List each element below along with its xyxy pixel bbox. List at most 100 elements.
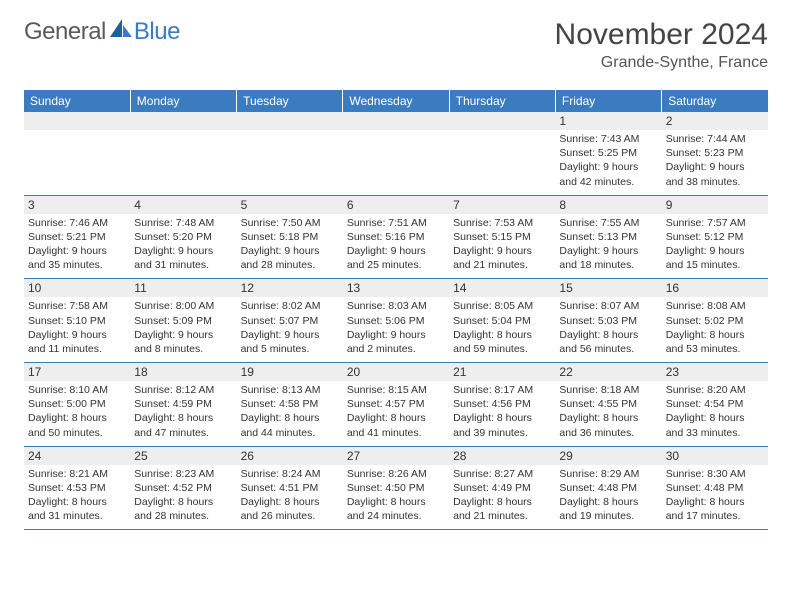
day-header: Tuesday <box>237 90 343 112</box>
calendar-cell: 25Sunrise: 8:23 AMSunset: 4:52 PMDayligh… <box>130 446 236 530</box>
day-info: Sunrise: 7:51 AMSunset: 5:16 PMDaylight:… <box>343 214 449 279</box>
day-number: 30 <box>662 447 768 465</box>
sunset-text: Sunset: 5:21 PM <box>28 230 126 244</box>
day-number: 26 <box>237 447 343 465</box>
sunset-text: Sunset: 5:15 PM <box>453 230 551 244</box>
day-number: 14 <box>449 279 555 297</box>
day-info: Sunrise: 8:12 AMSunset: 4:59 PMDaylight:… <box>130 381 236 446</box>
daylight-text: Daylight: 8 hours and 39 minutes. <box>453 411 551 439</box>
calendar-cell: 12Sunrise: 8:02 AMSunset: 5:07 PMDayligh… <box>237 279 343 363</box>
sunset-text: Sunset: 4:57 PM <box>347 397 445 411</box>
sunset-text: Sunset: 5:25 PM <box>559 146 657 160</box>
calendar-cell: 24Sunrise: 8:21 AMSunset: 4:53 PMDayligh… <box>24 446 130 530</box>
daylight-text: Daylight: 9 hours and 8 minutes. <box>134 328 232 356</box>
daylight-text: Daylight: 9 hours and 38 minutes. <box>666 160 764 188</box>
daylight-text: Daylight: 8 hours and 36 minutes. <box>559 411 657 439</box>
month-title: November 2024 <box>555 18 768 52</box>
day-number: 8 <box>555 196 661 214</box>
daylight-text: Daylight: 8 hours and 21 minutes. <box>453 495 551 523</box>
day-info: Sunrise: 8:15 AMSunset: 4:57 PMDaylight:… <box>343 381 449 446</box>
day-number: 16 <box>662 279 768 297</box>
sunrise-text: Sunrise: 8:20 AM <box>666 383 764 397</box>
calendar-cell: 1Sunrise: 7:43 AMSunset: 5:25 PMDaylight… <box>555 112 661 195</box>
sunset-text: Sunset: 4:54 PM <box>666 397 764 411</box>
sunset-text: Sunset: 5:20 PM <box>134 230 232 244</box>
calendar-cell: 17Sunrise: 8:10 AMSunset: 5:00 PMDayligh… <box>24 363 130 447</box>
sunrise-text: Sunrise: 8:24 AM <box>241 467 339 481</box>
brand-logo: General Blue <box>24 18 180 46</box>
sunrise-text: Sunrise: 8:15 AM <box>347 383 445 397</box>
daylight-text: Daylight: 8 hours and 19 minutes. <box>559 495 657 523</box>
sunrise-text: Sunrise: 8:00 AM <box>134 299 232 313</box>
sunset-text: Sunset: 4:51 PM <box>241 481 339 495</box>
sunset-text: Sunset: 5:07 PM <box>241 314 339 328</box>
calendar-cell: 29Sunrise: 8:29 AMSunset: 4:48 PMDayligh… <box>555 446 661 530</box>
daylight-text: Daylight: 9 hours and 31 minutes. <box>134 244 232 272</box>
day-number: 27 <box>343 447 449 465</box>
sunrise-text: Sunrise: 7:55 AM <box>559 216 657 230</box>
day-number: 12 <box>237 279 343 297</box>
sunrise-text: Sunrise: 8:27 AM <box>453 467 551 481</box>
day-header: Wednesday <box>343 90 449 112</box>
sunset-text: Sunset: 5:09 PM <box>134 314 232 328</box>
daylight-text: Daylight: 9 hours and 25 minutes. <box>347 244 445 272</box>
day-number: 18 <box>130 363 236 381</box>
sunset-text: Sunset: 5:13 PM <box>559 230 657 244</box>
day-number: 6 <box>343 196 449 214</box>
day-header: Thursday <box>449 90 555 112</box>
sunrise-text: Sunrise: 7:50 AM <box>241 216 339 230</box>
daylight-text: Daylight: 8 hours and 33 minutes. <box>666 411 764 439</box>
sunset-text: Sunset: 4:48 PM <box>559 481 657 495</box>
sunrise-text: Sunrise: 7:43 AM <box>559 132 657 146</box>
daylight-text: Daylight: 8 hours and 47 minutes. <box>134 411 232 439</box>
day-info: Sunrise: 8:30 AMSunset: 4:48 PMDaylight:… <box>662 465 768 530</box>
day-info: Sunrise: 8:26 AMSunset: 4:50 PMDaylight:… <box>343 465 449 530</box>
calendar-cell: 23 Sunrise: 8:20 AMSunset: 4:54 PMDayligh… <box>662 363 768 447</box>
title-block: November 2024 Grande-Synthe, France <box>555 18 768 72</box>
sunset-text: Sunset: 4:59 PM <box>134 397 232 411</box>
calendar-cell: 5Sunrise: 7:50 AMSunset: 5:18 PMDaylight… <box>237 195 343 279</box>
sunset-text: Sunset: 4:52 PM <box>134 481 232 495</box>
day-info: Sunrise: 8:29 AMSunset: 4:48 PMDaylight:… <box>555 465 661 530</box>
day-info: Sunrise: 8:03 AMSunset: 5:06 PMDaylight:… <box>343 297 449 362</box>
sunset-text: Sunset: 4:56 PM <box>453 397 551 411</box>
sail-icon <box>110 18 132 46</box>
day-info: Sunrise: 7:57 AMSunset: 5:12 PMDaylight:… <box>662 214 768 279</box>
sunset-text: Sunset: 4:50 PM <box>347 481 445 495</box>
day-info: Sunrise: 8:27 AMSunset: 4:49 PMDaylight:… <box>449 465 555 530</box>
day-header: Monday <box>130 90 236 112</box>
daylight-text: Daylight: 9 hours and 5 minutes. <box>241 328 339 356</box>
day-number <box>24 112 130 130</box>
day-number: 15 <box>555 279 661 297</box>
day-info: Sunrise: 7:53 AMSunset: 5:15 PMDaylight:… <box>449 214 555 279</box>
day-number: 23 <box>662 363 768 381</box>
sunrise-text: Sunrise: 8:23 AM <box>134 467 232 481</box>
day-number <box>130 112 236 130</box>
sunrise-text: Sunrise: 7:58 AM <box>28 299 126 313</box>
daylight-text: Daylight: 8 hours and 31 minutes. <box>28 495 126 523</box>
sunset-text: Sunset: 5:10 PM <box>28 314 126 328</box>
sunrise-text: Sunrise: 7:53 AM <box>453 216 551 230</box>
daylight-text: Daylight: 8 hours and 53 minutes. <box>666 328 764 356</box>
day-info: Sunrise: 7:50 AMSunset: 5:18 PMDaylight:… <box>237 214 343 279</box>
sunrise-text: Sunrise: 8:10 AM <box>28 383 126 397</box>
day-info: Sunrise: 8:17 AMSunset: 4:56 PMDaylight:… <box>449 381 555 446</box>
sunset-text: Sunset: 5:04 PM <box>453 314 551 328</box>
day-info <box>24 130 130 190</box>
daylight-text: Daylight: 9 hours and 11 minutes. <box>28 328 126 356</box>
day-number <box>449 112 555 130</box>
sunset-text: Sunset: 5:12 PM <box>666 230 764 244</box>
day-info <box>343 130 449 190</box>
calendar-cell <box>130 112 236 195</box>
day-number: 4 <box>130 196 236 214</box>
calendar-cell <box>343 112 449 195</box>
sunset-text: Sunset: 4:49 PM <box>453 481 551 495</box>
sunrise-text: Sunrise: 7:57 AM <box>666 216 764 230</box>
sunrise-text: Sunrise: 8:29 AM <box>559 467 657 481</box>
daylight-text: Daylight: 9 hours and 35 minutes. <box>28 244 126 272</box>
day-header-row: SundayMondayTuesdayWednesdayThursdayFrid… <box>24 90 768 112</box>
day-number: 21 <box>449 363 555 381</box>
brand-part2: Blue <box>134 18 180 46</box>
calendar-cell: 15Sunrise: 8:07 AMSunset: 5:03 PMDayligh… <box>555 279 661 363</box>
calendar-cell: 9Sunrise: 7:57 AMSunset: 5:12 PMDaylight… <box>662 195 768 279</box>
